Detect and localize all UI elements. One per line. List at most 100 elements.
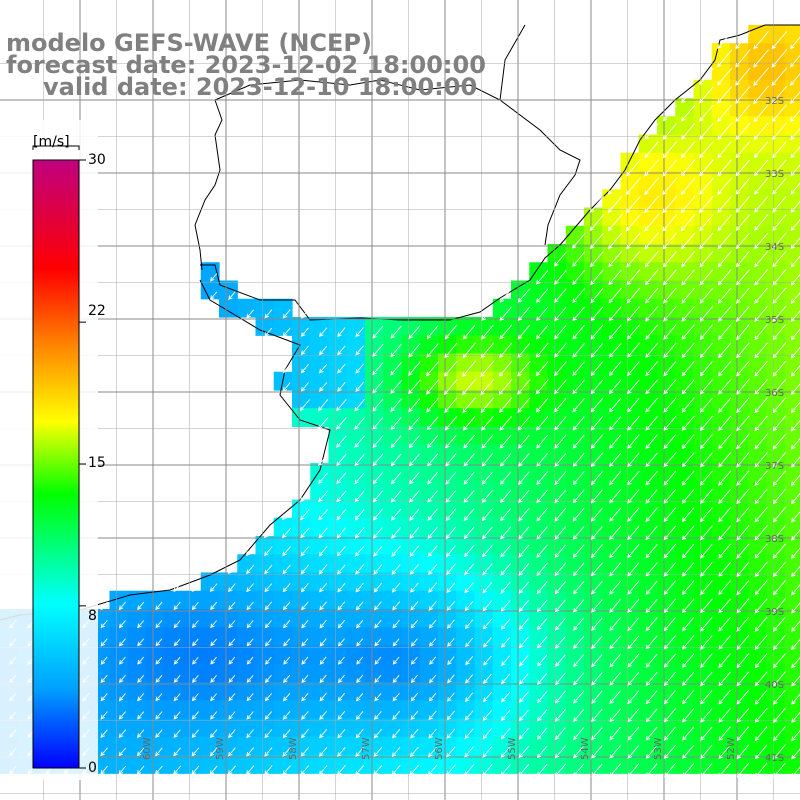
wind-arrow bbox=[246, 620, 254, 629]
field-cell bbox=[474, 536, 494, 555]
wind-arrow bbox=[627, 379, 640, 395]
wind-arrow bbox=[518, 508, 530, 522]
wind-arrow bbox=[354, 527, 365, 539]
field-cell bbox=[310, 645, 330, 665]
wind-arrow bbox=[608, 416, 622, 431]
wind-arrow bbox=[191, 711, 199, 720]
wind-arrow bbox=[518, 471, 530, 486]
wind-arrow bbox=[790, 200, 800, 213]
wind-arrow bbox=[264, 583, 273, 593]
wind-arrow bbox=[392, 656, 400, 665]
field-cell bbox=[711, 171, 731, 190]
field-cell bbox=[237, 590, 257, 610]
wind-arrow bbox=[554, 617, 566, 631]
field-cell bbox=[182, 609, 202, 628]
wind-arrow bbox=[645, 452, 658, 468]
wind-arrow bbox=[282, 382, 291, 392]
wind-arrow bbox=[735, 269, 750, 286]
wind-arrow bbox=[718, 580, 731, 596]
wind-arrow bbox=[681, 543, 695, 559]
wind-arrow bbox=[663, 671, 676, 687]
wind-arrow bbox=[337, 382, 346, 392]
field-cell bbox=[711, 152, 731, 172]
field-cell bbox=[219, 298, 238, 318]
wind-arrow bbox=[499, 342, 513, 359]
wind-arrow bbox=[735, 232, 750, 250]
wind-arrow bbox=[355, 327, 364, 338]
wind-arrow bbox=[608, 361, 622, 377]
wind-arrow bbox=[210, 711, 218, 720]
wind-arrow bbox=[228, 291, 236, 301]
wind-arrow bbox=[554, 507, 567, 522]
wind-arrow bbox=[572, 599, 585, 613]
wind-arrow bbox=[227, 564, 236, 575]
wind-arrow bbox=[355, 582, 364, 593]
field-cell bbox=[109, 627, 129, 647]
wind-arrow bbox=[282, 327, 291, 337]
wind-arrow bbox=[627, 361, 640, 377]
wind-arrow bbox=[736, 360, 750, 377]
wind-arrow bbox=[699, 177, 714, 195]
field-cell bbox=[675, 116, 695, 136]
wind-arrow bbox=[282, 765, 291, 776]
field-cell bbox=[255, 736, 275, 756]
wind-arrow bbox=[428, 674, 437, 684]
wind-arrow bbox=[154, 765, 163, 775]
wind-arrow bbox=[518, 434, 530, 449]
field-cell bbox=[529, 536, 549, 555]
wind-arrow bbox=[663, 361, 677, 377]
wind-arrow bbox=[699, 452, 713, 468]
wind-arrow bbox=[790, 164, 800, 177]
field-cell bbox=[474, 663, 494, 683]
wind-arrow bbox=[373, 711, 382, 720]
wind-arrow bbox=[410, 692, 419, 702]
wind-arrow bbox=[609, 471, 622, 486]
field-cell bbox=[438, 536, 457, 555]
wind-arrow bbox=[465, 656, 474, 666]
wind-arrow bbox=[173, 675, 181, 683]
longitude-label: 54W bbox=[580, 737, 591, 760]
wind-arrow bbox=[554, 709, 566, 722]
field-cell bbox=[638, 225, 658, 245]
field-cell bbox=[273, 682, 293, 701]
wind-arrow bbox=[209, 273, 218, 282]
field-cell bbox=[164, 590, 184, 610]
field-cell bbox=[547, 682, 567, 701]
wind-arrow bbox=[717, 67, 733, 86]
wind-arrow bbox=[754, 452, 768, 468]
field-cell bbox=[182, 627, 202, 647]
field-cell bbox=[474, 736, 494, 756]
wind-arrow bbox=[554, 562, 567, 577]
wind-arrow bbox=[753, 122, 769, 141]
field-cell bbox=[456, 517, 476, 537]
field-cell bbox=[310, 700, 330, 720]
wind-arrow bbox=[535, 397, 549, 413]
wind-arrow bbox=[318, 345, 328, 356]
wind-arrow bbox=[771, 67, 788, 87]
wind-arrow bbox=[754, 269, 768, 286]
wind-arrow bbox=[754, 342, 768, 359]
field-cell bbox=[474, 517, 494, 537]
wind-arrow bbox=[790, 456, 800, 468]
field-cell bbox=[346, 426, 366, 446]
field-cell bbox=[547, 700, 567, 720]
field-cell bbox=[529, 627, 549, 647]
wind-arrow bbox=[482, 764, 493, 777]
wind-arrow bbox=[245, 765, 255, 776]
field-cell bbox=[401, 481, 421, 501]
field-cell bbox=[492, 590, 512, 610]
wind-arrow bbox=[499, 306, 512, 322]
wind-arrow bbox=[173, 583, 181, 593]
wind-arrow bbox=[626, 269, 641, 286]
wind-arrow bbox=[390, 343, 402, 358]
wind-arrow bbox=[572, 452, 585, 468]
wind-arrow bbox=[319, 583, 328, 593]
wind-arrow bbox=[337, 363, 346, 374]
field-cell bbox=[456, 627, 476, 647]
field-cell bbox=[675, 134, 695, 154]
wind-arrow bbox=[790, 365, 800, 377]
wind-arrow bbox=[354, 472, 365, 485]
wind-arrow bbox=[736, 726, 750, 742]
wind-arrow bbox=[663, 397, 677, 413]
field-cell bbox=[328, 517, 348, 537]
